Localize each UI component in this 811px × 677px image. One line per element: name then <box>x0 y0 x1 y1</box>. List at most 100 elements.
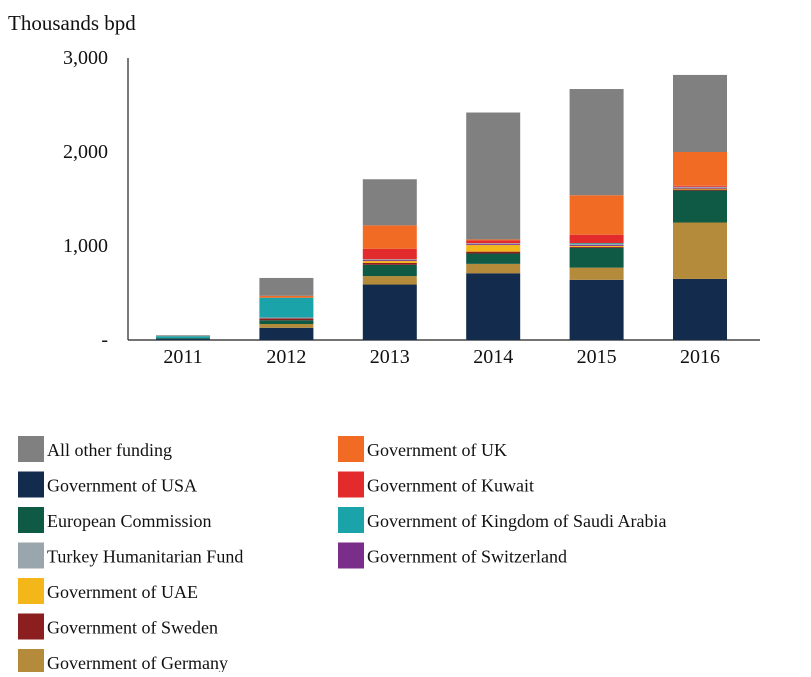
bar-stack-2014 <box>466 112 521 340</box>
legend-swatch <box>18 542 44 569</box>
bar-european-commission-2012 <box>259 320 314 325</box>
legend-label: Government of Germany <box>47 653 228 672</box>
bar-government-of-uae-2013 <box>362 261 417 263</box>
legend-swatch <box>18 507 44 533</box>
legend-label: Government of Kingdom of Saudi Arabia <box>367 511 666 531</box>
bar-government-of-kuwait-2016 <box>673 185 727 187</box>
bar-government-of-uk-2013 <box>362 225 417 249</box>
bar-government-of-kingdom-of-saudi-arabia-2015 <box>569 243 624 245</box>
legend-item-government-of-sweden: Government of Sweden <box>18 613 218 640</box>
legend-item-government-of-switzerland: Government of Switzerland <box>338 542 567 569</box>
legend-swatch <box>18 578 44 604</box>
legend-item-turkey-humanitarian-fund: Turkey Humanitarian Fund <box>18 542 243 569</box>
bar-government-of-uk-2012 <box>259 295 314 298</box>
bar-all-other-funding-2011 <box>156 335 210 337</box>
bar-government-of-switzerland-2016 <box>673 187 727 189</box>
bars-layer <box>156 74 727 340</box>
bar-government-of-uae-2014 <box>466 245 521 252</box>
bar-european-commission-2015 <box>569 247 624 268</box>
legend-item-all-other-funding: All other funding <box>18 436 172 462</box>
bar-turkey-humanitarian-fund-2016 <box>673 186 727 188</box>
legend: All other funding Government of USA Europe… <box>18 436 666 675</box>
bar-european-commission-2013 <box>362 264 417 277</box>
y-tick-label: 2,000 <box>63 141 108 163</box>
bar-government-of-usa-2012 <box>259 327 314 340</box>
legend-swatch <box>338 436 364 462</box>
bar-government-of-sweden-2014 <box>466 251 521 254</box>
x-tick-label: 2016 <box>680 346 720 368</box>
bar-all-other-funding-2015 <box>569 89 624 196</box>
y-tick-label: 3,000 <box>63 47 108 69</box>
bar-government-of-sweden-2016 <box>673 189 727 191</box>
bar-turkey-humanitarian-fund-2015 <box>569 244 624 246</box>
bar-government-of-germany-2014 <box>466 263 521 274</box>
legend-item-european-commission: European Commission <box>18 507 212 533</box>
bar-government-of-sweden-2015 <box>569 246 624 248</box>
bar-government-of-switzerland-2015 <box>569 245 624 246</box>
bar-government-of-germany-2012 <box>259 324 314 328</box>
bar-government-of-uk-2015 <box>569 195 624 235</box>
bar-turkey-humanitarian-fund-2014 <box>466 243 521 245</box>
bar-government-of-kuwait-2014 <box>466 240 521 244</box>
bar-government-of-usa-2011 <box>156 339 210 340</box>
bar-government-of-kuwait-2015 <box>569 234 624 244</box>
legend-label: Government of Sweden <box>47 618 218 638</box>
bar-government-of-germany-2016 <box>673 222 727 279</box>
bar-european-commission-2014 <box>466 253 521 264</box>
legend-swatch <box>18 649 44 675</box>
bar-turkey-humanitarian-fund-2012 <box>259 317 314 319</box>
legend-swatch <box>338 507 364 533</box>
x-tick-label: 2011 <box>163 346 202 368</box>
legend-item-government-of-uae: Government of UAE <box>18 578 198 604</box>
y-tick-label: 1,000 <box>63 235 108 257</box>
bar-all-other-funding-2014 <box>466 112 521 240</box>
bar-stack-2013 <box>362 179 417 340</box>
legend-item-government-of-uk: Government of UK <box>338 436 507 462</box>
x-tick-labels: 2011 2012 2013 2014 2015 2016 <box>163 346 720 368</box>
bar-stack-2015 <box>569 89 624 340</box>
bar-government-of-kingdom-of-saudi-arabia-2011 <box>156 336 210 339</box>
y-tick-label: - <box>101 329 108 351</box>
legend-label: Government of Switzerland <box>367 547 567 567</box>
legend-item-government-of-usa: Government of USA <box>18 471 197 498</box>
bar-stack-2011 <box>156 335 210 340</box>
bar-all-other-funding-2016 <box>673 74 727 152</box>
bar-government-of-uk-2014 <box>466 239 521 241</box>
legend-label: Government of UAE <box>47 582 198 602</box>
bar-government-of-kingdom-of-saudi-arabia-2012 <box>259 297 314 318</box>
x-tick-label: 2013 <box>370 346 410 368</box>
legend-label: Turkey Humanitarian Fund <box>47 547 243 567</box>
legend-item-government-of-kingdom-of-saudi-arabia: Government of Kingdom of Saudi Arabia <box>338 507 666 533</box>
legend-label: All other funding <box>47 440 172 460</box>
legend-item-government-of-germany: Government of Germany <box>18 649 228 675</box>
x-tick-label: 2015 <box>577 346 617 368</box>
x-tick-label: 2012 <box>266 346 306 368</box>
bar-stack-2016 <box>673 74 727 340</box>
legend-item-government-of-kuwait: Government of Kuwait <box>338 471 534 498</box>
bar-government-of-kuwait-2013 <box>362 248 417 260</box>
legend-swatch <box>338 542 364 569</box>
bar-government-of-germany-2013 <box>362 276 417 285</box>
bar-government-of-usa-2015 <box>569 279 624 340</box>
legend-label: Government of USA <box>47 476 197 496</box>
bar-government-of-usa-2014 <box>466 273 521 340</box>
bar-government-of-uk-2016 <box>673 152 727 186</box>
legend-label: European Commission <box>47 511 212 531</box>
bar-stack-2012 <box>259 277 314 340</box>
bar-government-of-uae-2015 <box>569 246 624 247</box>
legend-swatch <box>18 436 44 462</box>
legend-label: Government of UK <box>367 440 507 460</box>
bar-government-of-sweden-2012 <box>259 318 314 321</box>
bar-european-commission-2011 <box>156 338 210 340</box>
y-axis-label: Thousands bpd <box>8 11 136 35</box>
bar-government-of-uae-2016 <box>673 188 727 190</box>
bar-turkey-humanitarian-fund-2013 <box>362 259 417 261</box>
bar-government-of-sweden-2013 <box>362 262 417 265</box>
legend-swatch <box>18 471 44 498</box>
axis-layer: 3,000 2,000 1,000 - <box>63 47 760 351</box>
bar-government-of-switzerland-2014 <box>466 244 521 246</box>
legend-swatch <box>18 613 44 640</box>
bar-government-of-usa-2013 <box>362 284 417 340</box>
